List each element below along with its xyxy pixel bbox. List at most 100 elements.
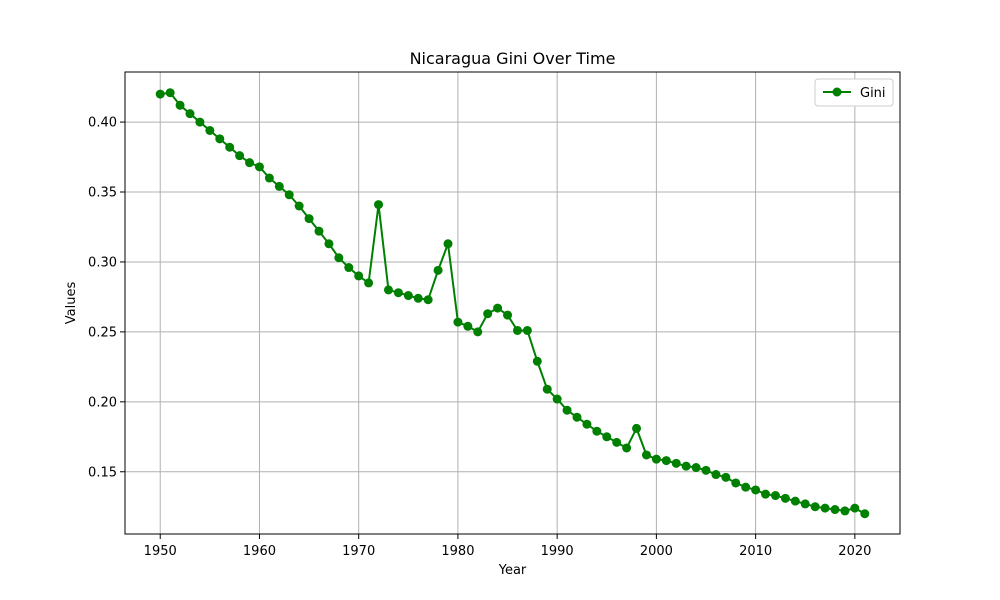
data-point bbox=[393, 288, 403, 298]
data-point bbox=[284, 190, 294, 200]
data-point bbox=[850, 503, 860, 513]
data-point bbox=[770, 491, 780, 501]
data-point bbox=[761, 489, 771, 499]
data-point bbox=[820, 503, 830, 513]
data-point bbox=[512, 325, 522, 335]
data-point bbox=[383, 285, 393, 295]
data-point bbox=[483, 309, 493, 319]
data-point bbox=[453, 317, 463, 327]
data-point bbox=[304, 214, 314, 224]
data-point bbox=[364, 278, 374, 288]
y-tick-label: 0.15 bbox=[88, 465, 117, 480]
data-point bbox=[602, 432, 612, 442]
x-tick-label: 1980 bbox=[441, 544, 474, 559]
y-axis-ticks: 0.15 0.20 0.25 0.30 0.35 0.40 bbox=[88, 116, 125, 480]
data-point bbox=[741, 482, 751, 492]
data-point bbox=[572, 412, 582, 422]
data-point bbox=[195, 117, 205, 127]
y-tick-label: 0.40 bbox=[88, 116, 117, 131]
y-tick-label: 0.25 bbox=[88, 325, 117, 340]
data-point bbox=[503, 310, 513, 320]
data-point bbox=[463, 321, 473, 331]
data-point bbox=[354, 271, 364, 281]
y-axis-label: Values bbox=[64, 282, 79, 325]
data-point bbox=[552, 394, 562, 404]
data-point bbox=[155, 89, 165, 99]
data-point bbox=[532, 356, 542, 366]
series-layer bbox=[155, 88, 870, 519]
data-point bbox=[691, 463, 701, 473]
y-tick-label: 0.35 bbox=[88, 186, 117, 201]
legend-label-gini: Gini bbox=[860, 86, 886, 101]
data-point bbox=[542, 384, 552, 394]
data-point bbox=[413, 293, 423, 303]
x-tick-label: 1970 bbox=[342, 544, 375, 559]
x-tick-label: 1990 bbox=[541, 544, 574, 559]
data-point bbox=[254, 162, 264, 172]
data-point bbox=[860, 509, 870, 519]
data-point bbox=[225, 142, 235, 152]
x-tick-label: 1960 bbox=[243, 544, 276, 559]
data-point bbox=[274, 181, 284, 191]
data-point bbox=[334, 253, 344, 263]
data-point bbox=[264, 173, 274, 183]
grid bbox=[125, 72, 900, 534]
data-point bbox=[205, 125, 215, 135]
data-point bbox=[751, 485, 761, 495]
legend-marker-gini bbox=[832, 87, 842, 97]
data-point bbox=[840, 506, 850, 516]
y-tick-label: 0.20 bbox=[88, 395, 117, 410]
x-tick-label: 2010 bbox=[739, 544, 772, 559]
legend-box bbox=[814, 78, 894, 107]
data-point bbox=[711, 470, 721, 480]
data-point bbox=[175, 100, 185, 110]
x-tick-label: 2000 bbox=[640, 544, 673, 559]
x-tick-label: 2020 bbox=[838, 544, 871, 559]
data-point bbox=[473, 327, 483, 337]
x-axis-ticks: 1950 1960 1970 1980 1990 2000 2010 2020 bbox=[144, 534, 871, 559]
data-point bbox=[344, 263, 354, 273]
data-point bbox=[582, 419, 592, 429]
data-point bbox=[374, 200, 384, 210]
data-point bbox=[721, 472, 731, 482]
data-point bbox=[612, 437, 622, 447]
data-point bbox=[294, 201, 304, 211]
data-point bbox=[780, 493, 790, 503]
data-point bbox=[423, 295, 433, 305]
data-point bbox=[671, 458, 681, 468]
data-point bbox=[661, 456, 671, 466]
data-point bbox=[493, 303, 503, 313]
legend: Gini bbox=[814, 78, 894, 107]
data-point bbox=[185, 109, 195, 119]
data-point bbox=[622, 443, 632, 453]
data-point bbox=[641, 450, 651, 460]
data-point bbox=[165, 88, 175, 98]
x-tick-label: 1950 bbox=[144, 544, 177, 559]
data-point bbox=[830, 505, 840, 515]
y-tick-label: 0.30 bbox=[88, 255, 117, 270]
plot-frame bbox=[124, 71, 901, 535]
data-point bbox=[403, 291, 413, 301]
data-point bbox=[443, 239, 453, 249]
plot-area bbox=[125, 72, 900, 534]
data-point bbox=[681, 461, 691, 471]
data-point bbox=[701, 465, 711, 475]
data-point bbox=[651, 454, 661, 464]
data-point bbox=[790, 496, 800, 506]
data-point bbox=[632, 423, 642, 433]
data-point bbox=[562, 405, 572, 415]
data-point bbox=[522, 325, 532, 335]
data-point bbox=[731, 478, 741, 488]
chart-title: Nicaragua Gini Over Time bbox=[410, 49, 616, 68]
data-point bbox=[810, 502, 820, 512]
data-point bbox=[235, 151, 245, 161]
data-point bbox=[215, 134, 225, 144]
x-axis-label: Year bbox=[498, 563, 527, 578]
data-point bbox=[592, 426, 602, 436]
data-point bbox=[245, 158, 255, 168]
data-point bbox=[433, 265, 443, 275]
data-point bbox=[324, 239, 334, 249]
data-point bbox=[800, 499, 810, 509]
data-point bbox=[314, 226, 324, 236]
